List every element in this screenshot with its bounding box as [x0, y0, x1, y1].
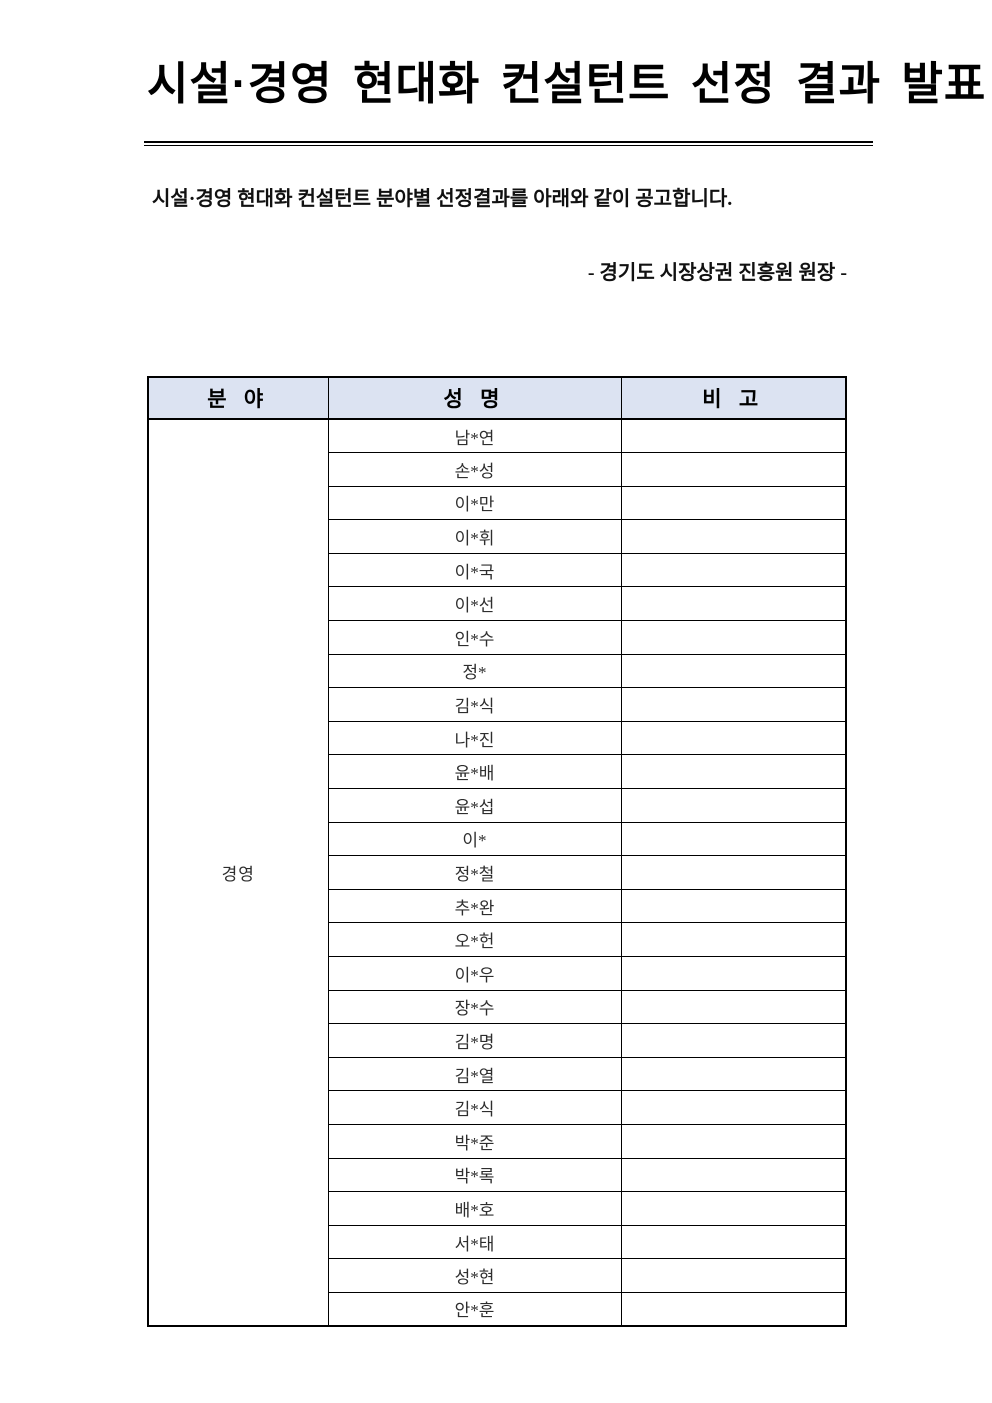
note-cell	[620, 855, 847, 890]
note-cell	[620, 821, 847, 857]
note-cell	[620, 754, 847, 790]
name-cell: 인*수	[327, 620, 622, 655]
note-cell	[620, 1157, 847, 1193]
table-row: 김*식	[148, 687, 847, 722]
name-cell: 김*식	[327, 1090, 622, 1125]
title-underline-rule	[144, 141, 873, 146]
table-row: 이*	[148, 821, 847, 857]
name-cell: 박*록	[327, 1157, 622, 1193]
note-cell	[620, 989, 847, 1025]
note-cell	[620, 687, 847, 722]
note-cell	[620, 788, 847, 823]
note-cell	[620, 922, 847, 957]
note-cell	[620, 519, 847, 554]
name-cell: 이*휘	[327, 519, 622, 554]
category-cell: 경영	[147, 418, 329, 1327]
table-row: 경영 남*연	[147, 418, 847, 1327]
table-row: 안*훈	[148, 1291, 847, 1327]
results-table: 분 야 성 명 비 고 경영 남*연 손*성 이*만 이*휘 이*국 이*선 인*수 정* 김*식…	[147, 376, 847, 1328]
table-row: 이*휘	[148, 519, 847, 554]
name-cell: 윤*배	[327, 754, 622, 790]
name-cell: 박*준	[327, 1123, 622, 1159]
name-cell: 김*식	[327, 687, 622, 722]
table-row: 성*현	[148, 1258, 847, 1293]
table-row: 김*열	[148, 1056, 847, 1092]
signature-line: - 경기도 시장상권 진흥원 원장 -	[587, 262, 847, 284]
note-cell	[620, 1056, 847, 1092]
name-cell: 남*연	[327, 418, 622, 454]
note-cell	[620, 1023, 847, 1058]
table-row: 손*성	[148, 452, 847, 487]
table-row: 장*수	[148, 989, 847, 1025]
table-row: 윤*섭	[148, 788, 847, 823]
name-cell: 이*우	[327, 956, 622, 991]
name-cell: 정*	[327, 653, 622, 689]
name-cell: 안*훈	[327, 1291, 622, 1327]
table-row: 윤*배	[148, 754, 847, 790]
name-cell: 추*완	[327, 888, 622, 924]
name-cell: 손*성	[327, 452, 622, 487]
intro-paragraph: 시설·경영 현대화 컨설턴트 분야별 선정결과를 아래와 같이 공고합니다.	[152, 188, 733, 210]
note-cell	[620, 552, 847, 588]
table-row: 김*식	[148, 1090, 847, 1125]
note-cell	[620, 1258, 847, 1293]
name-cell: 이*국	[327, 552, 622, 588]
page-title: 시설·경영 현대화 컨설턴트 선정 결과 발표	[147, 58, 987, 109]
note-cell	[620, 1123, 847, 1159]
note-cell	[620, 452, 847, 487]
name-cell: 윤*섭	[327, 788, 622, 823]
table-row: 정*	[148, 653, 847, 689]
name-cell: 김*열	[327, 1056, 622, 1092]
name-cell: 이*선	[327, 586, 622, 622]
name-cell: 오*헌	[327, 922, 622, 957]
note-cell	[620, 418, 847, 454]
table-row: 서*태	[148, 1224, 847, 1260]
table-row: 김*명	[148, 1023, 847, 1058]
note-cell	[620, 888, 847, 924]
table-row: 박*록	[148, 1157, 847, 1193]
name-cell: 김*명	[327, 1023, 622, 1058]
note-cell	[620, 956, 847, 991]
name-cell: 성*현	[327, 1258, 622, 1293]
name-cell: 배*호	[327, 1191, 622, 1226]
table-row: 이*우	[148, 956, 847, 991]
col-header-name: 성 명	[327, 376, 622, 420]
name-cell: 이*만	[327, 485, 622, 521]
note-cell	[620, 620, 847, 655]
note-cell	[620, 653, 847, 689]
name-cell: 장*수	[327, 989, 622, 1025]
note-cell	[620, 1090, 847, 1125]
note-cell	[620, 586, 847, 622]
table-row: 인*수	[148, 620, 847, 655]
note-cell	[620, 485, 847, 521]
note-cell	[620, 1191, 847, 1226]
table-row: 정*철	[148, 855, 847, 890]
col-header-field: 분 야	[147, 376, 329, 420]
table-header-row: 분 야 성 명 비 고	[147, 376, 847, 420]
name-cell: 서*태	[327, 1224, 622, 1260]
note-cell	[620, 720, 847, 756]
note-cell	[620, 1224, 847, 1260]
name-cell: 나*진	[327, 720, 622, 756]
note-cell	[620, 1291, 847, 1327]
name-cell: 정*철	[327, 855, 622, 890]
table-row: 오*헌	[148, 922, 847, 957]
table-row: 이*선	[148, 586, 847, 622]
table-row: 추*완	[148, 888, 847, 924]
col-header-note: 비 고	[620, 376, 847, 420]
name-cell: 이*	[327, 821, 622, 857]
